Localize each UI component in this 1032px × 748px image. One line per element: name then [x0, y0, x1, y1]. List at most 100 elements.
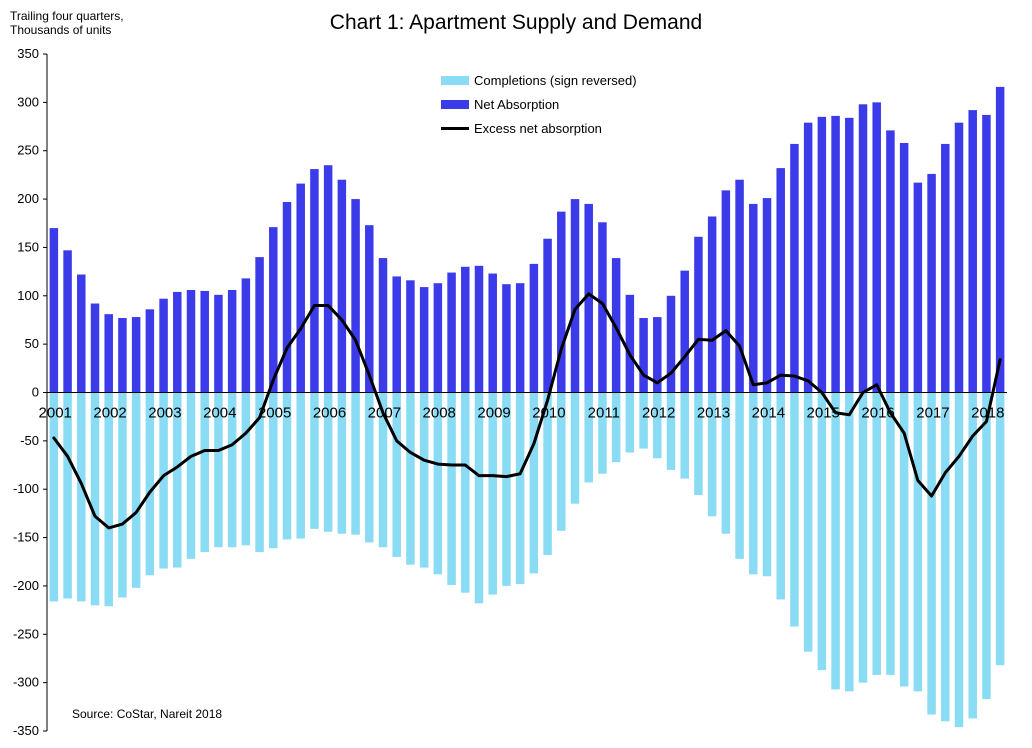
x-year-label: 2010	[532, 405, 565, 422]
net-absorption-bar	[982, 114, 991, 393]
completions-bar	[77, 392, 86, 602]
net-absorption-bar	[735, 179, 744, 393]
net-absorption-bar	[447, 272, 456, 393]
y-tick-label: 0	[32, 385, 39, 400]
completions-bar	[296, 392, 305, 539]
net-absorption-bar	[63, 250, 72, 393]
completions-bar	[625, 392, 635, 453]
legend-label-completions: Completions (sign reversed)	[474, 72, 637, 88]
net-absorption-bar	[255, 257, 264, 393]
y-tick-label: -250	[13, 626, 39, 641]
completions-bar	[543, 392, 552, 555]
completions-bar	[200, 392, 209, 553]
net-absorption-bar	[406, 280, 415, 393]
net-absorption-bar	[392, 276, 401, 393]
y-axis-label-line-2: Thousands of units	[10, 23, 112, 37]
net-absorption-bar	[241, 278, 251, 393]
completions-bar	[817, 392, 827, 671]
y-tick-label: 250	[17, 143, 39, 158]
completions-bar	[447, 392, 456, 585]
chart-title: Chart 1: Apartment Supply and Demand	[329, 11, 703, 34]
completions-bar	[502, 392, 511, 586]
net-absorption-bar	[186, 289, 196, 393]
legend-label-excess-net-absorption: Excess net absorption	[474, 120, 602, 136]
completions-bar	[529, 392, 539, 574]
x-year-label: 2016	[861, 405, 894, 422]
net-absorption-bar	[584, 203, 593, 393]
completions-bar	[49, 392, 59, 602]
net-absorption-bar	[707, 216, 717, 393]
y-tick-label: 350	[17, 46, 39, 61]
completions-bar	[584, 392, 593, 483]
completions-bar	[776, 392, 785, 600]
net-absorption-bar	[762, 198, 772, 393]
completions-bar	[941, 392, 950, 722]
net-absorption-bar	[995, 86, 1005, 393]
net-absorption-bar	[461, 266, 470, 393]
completions-bar	[954, 392, 964, 728]
net-absorption-bar	[296, 183, 305, 393]
net-absorption-bar	[653, 317, 662, 393]
completions-bar	[982, 392, 991, 700]
net-absorption-bar	[200, 290, 209, 393]
x-year-label: 2012	[642, 405, 675, 422]
y-tick-label: -100	[13, 481, 39, 496]
y-tick-label: -200	[13, 578, 39, 593]
net-absorption-bar	[886, 130, 895, 393]
net-absorption-bar	[721, 190, 731, 393]
completions-bar	[995, 392, 1005, 666]
completions-bar	[749, 392, 758, 575]
net-absorption-bar	[351, 199, 360, 393]
completions-bar	[598, 392, 607, 474]
net-absorption-bar	[282, 201, 292, 393]
net-absorption-bar	[118, 318, 127, 393]
net-absorption-bar	[817, 116, 827, 393]
legend-item-excess-net-absorption: Excess net absorption	[441, 116, 637, 140]
net-absorption-bar	[515, 283, 525, 393]
completions-bar	[694, 392, 703, 496]
y-axis-label: Trailing four quarters, Thousands of uni…	[10, 9, 124, 37]
completions-bar	[474, 392, 484, 604]
y-tick-label: -350	[13, 723, 39, 738]
net-absorption-bar	[968, 110, 977, 393]
completions-bar	[145, 392, 155, 576]
completions-bar	[570, 392, 580, 504]
completions-bar	[323, 392, 333, 532]
net-absorption-bar	[913, 182, 923, 393]
net-absorption-bar	[845, 117, 854, 393]
net-absorption-bar	[131, 317, 141, 393]
net-absorption-bar	[323, 165, 333, 393]
net-absorption-bar	[927, 173, 936, 393]
completions-bar	[406, 392, 415, 565]
net-absorption-bar	[790, 143, 799, 393]
net-absorption-bar	[666, 295, 676, 393]
legend-swatch-net-absorption	[441, 99, 469, 109]
x-year-label: 2005	[258, 405, 291, 422]
completions-bar	[831, 392, 840, 690]
completions-bar	[666, 392, 676, 470]
completions-bar	[90, 392, 100, 606]
completions-bar	[913, 392, 923, 692]
net-absorption-bar	[433, 283, 443, 393]
y-tick-label: -150	[13, 530, 39, 545]
completions-bar	[515, 392, 525, 584]
net-absorption-bar	[954, 122, 964, 393]
chart-legend: Completions (sign reversed) Net Absorpti…	[441, 68, 637, 140]
completions-bar	[707, 392, 717, 517]
completions-bar	[419, 392, 429, 568]
y-tick-label: 50	[25, 336, 39, 351]
x-year-label: 2013	[697, 405, 730, 422]
chart-source-note: Source: CoStar, Nareit 2018	[72, 707, 223, 721]
completions-bar	[557, 392, 566, 531]
completions-bar	[378, 392, 388, 548]
excess-net-absorption-line	[52, 292, 1002, 530]
net-absorption-bar	[90, 303, 100, 393]
completions-bar	[433, 392, 443, 575]
x-year-label: 2014	[752, 405, 785, 422]
completions-bar	[269, 392, 278, 549]
net-absorption-bar	[639, 318, 648, 393]
net-absorption-bar	[803, 122, 813, 393]
completions-bar	[790, 392, 799, 627]
completions-bar	[488, 392, 497, 595]
legend-swatch-excess-net-absorption	[441, 126, 469, 130]
